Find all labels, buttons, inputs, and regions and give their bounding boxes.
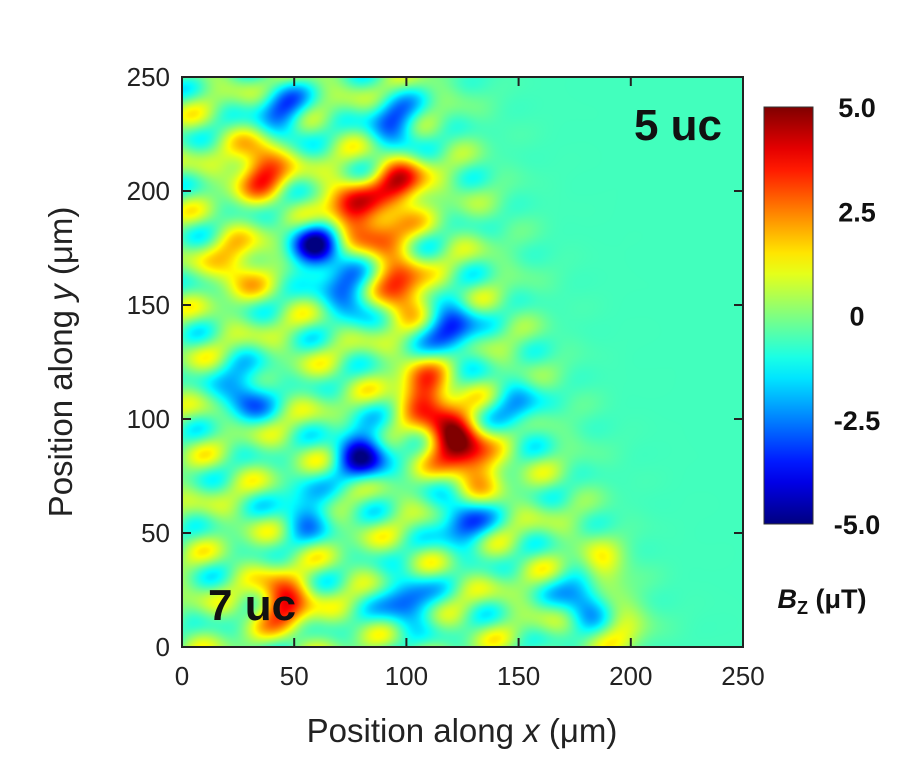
x-tick-label: 200: [609, 661, 652, 691]
x-axis-title-unit: (μm): [540, 712, 618, 749]
colorbar-tick-label: -2.5: [834, 406, 881, 436]
colorbar-title-unit: (μT): [808, 584, 867, 614]
y-tick-label: 0: [156, 632, 170, 662]
x-tick-label: 250: [721, 661, 764, 691]
x-tick-label: 50: [280, 661, 309, 691]
x-tick-label: 150: [497, 661, 540, 691]
x-tick-label: 0: [175, 661, 189, 691]
axis-ticks: 0 50 100 150 200 250 0 50 100 150 200 250: [127, 62, 765, 691]
plot-frame: [181, 76, 744, 648]
colorbar-title: BZ (μT): [778, 584, 867, 618]
colorbar-tick-label: 5.0: [838, 93, 876, 123]
y-axis-title-var: y: [42, 282, 79, 303]
colorbar-tick-label: 2.5: [838, 197, 876, 227]
y-axis-title: Position along y (μm): [42, 207, 79, 518]
colorbar: [763, 106, 814, 525]
x-axis-title-pre: Position along: [307, 712, 523, 749]
y-tick-label: 100: [127, 404, 170, 434]
y-axis-title-unit: (μm): [42, 207, 79, 285]
y-tick-label: 50: [141, 518, 170, 548]
annotation-7uc: 7 uc: [208, 581, 296, 630]
colorbar-ticks: 5.0 2.5 0 -2.5 -5.0: [834, 93, 881, 540]
x-tick-label: 100: [385, 661, 428, 691]
y-tick-label: 250: [127, 62, 170, 92]
x-axis-title: Position along x (μm): [307, 712, 618, 749]
annotation-5uc: 5 uc: [634, 101, 722, 150]
heatmap-area: [182, 77, 743, 647]
y-tick-label: 150: [127, 290, 170, 320]
colorbar-title-var: B: [778, 584, 798, 614]
y-tick-label: 200: [127, 176, 170, 206]
colorbar-tick-label: -5.0: [834, 510, 881, 540]
colorbar-tick-label: 0: [849, 302, 864, 332]
y-axis-title-pre: Position along: [42, 301, 79, 517]
x-axis-title-var: x: [521, 712, 541, 749]
colorbar-title-sub: Z: [797, 598, 808, 618]
